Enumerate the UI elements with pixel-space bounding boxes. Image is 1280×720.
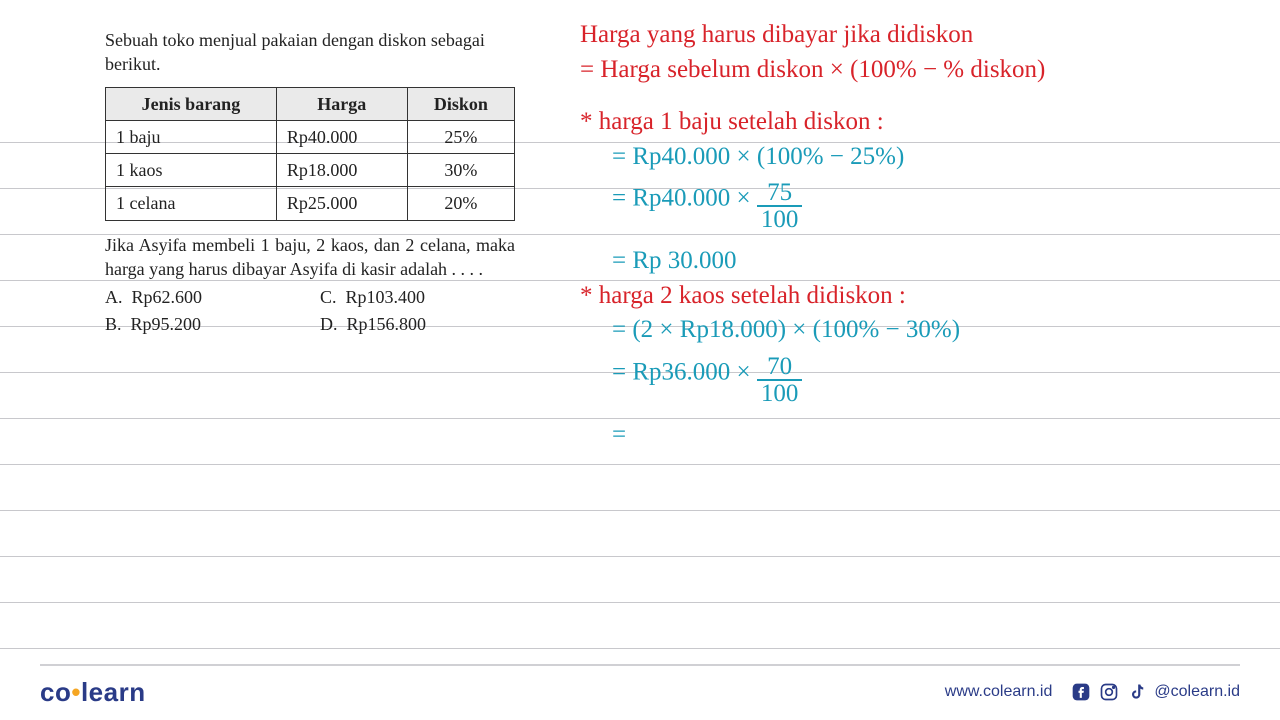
table-cell: 25% xyxy=(407,120,514,153)
footer-url: www.colearn.id xyxy=(945,683,1053,701)
hw-text: * harga 1 baju setelah diskon : xyxy=(580,105,1260,140)
table-cell: Rp18.000 xyxy=(276,154,407,187)
tiktok-icon xyxy=(1126,681,1148,703)
table-row: 1 baju Rp40.000 25% xyxy=(106,120,515,153)
hw-text: = (2 × Rp18.000) × (100% − 30%) xyxy=(580,313,1260,348)
instagram-icon xyxy=(1098,681,1120,703)
social-group: @colearn.id xyxy=(1070,681,1240,703)
table-row: 1 celana Rp25.000 20% xyxy=(106,187,515,220)
fraction: 70100 xyxy=(757,354,803,406)
table-cell: 30% xyxy=(407,154,514,187)
logo-dot-icon: • xyxy=(71,677,81,707)
option-b: B. Rp95.200 xyxy=(105,312,300,336)
table-cell: Rp25.000 xyxy=(276,187,407,220)
problem-question: Jika Asyifa membeli 1 baju, 2 kaos, dan … xyxy=(105,233,515,282)
table-header: Diskon xyxy=(407,87,514,120)
colearn-logo: co•learn xyxy=(40,677,146,708)
table-cell: 1 celana xyxy=(106,187,277,220)
hw-text: Harga yang harus dibayar jika didiskon xyxy=(580,18,1260,53)
hw-text: = Harga sebelum diskon × (100% − % disko… xyxy=(580,53,1260,88)
hw-text: = Rp 30.000 xyxy=(580,244,1260,279)
hw-text: = Rp40.000 × 75100 xyxy=(580,174,1260,226)
handwritten-solution: Harga yang harus dibayar jika didiskon =… xyxy=(580,18,1260,452)
problem-intro: Sebuah toko menjual pakaian dengan disko… xyxy=(105,28,515,77)
price-table: Jenis barang Harga Diskon 1 baju Rp40.00… xyxy=(105,87,515,221)
fraction: 75100 xyxy=(757,180,803,232)
hw-text: = xyxy=(580,418,1260,453)
table-header: Harga xyxy=(276,87,407,120)
option-c: C. Rp103.400 xyxy=(320,285,515,309)
footer-divider xyxy=(40,664,1240,666)
hw-text: = Rp40.000 × (100% − 25%) xyxy=(580,140,1260,175)
answer-options: A. Rp62.600 C. Rp103.400 B. Rp95.200 D. … xyxy=(105,285,515,336)
table-cell: 1 kaos xyxy=(106,154,277,187)
facebook-icon xyxy=(1070,681,1092,703)
table-cell: 1 baju xyxy=(106,120,277,153)
table-header: Jenis barang xyxy=(106,87,277,120)
option-a: A. Rp62.600 xyxy=(105,285,300,309)
hw-text: * harga 2 kaos setelah didiskon : xyxy=(580,279,1260,314)
option-d: D. Rp156.800 xyxy=(320,312,515,336)
social-handle: @colearn.id xyxy=(1154,683,1240,701)
footer: co•learn www.colearn.id @colearn.id xyxy=(0,664,1280,720)
footer-right: www.colearn.id @colearn.id xyxy=(945,681,1240,703)
table-cell: Rp40.000 xyxy=(276,120,407,153)
table-row: 1 kaos Rp18.000 30% xyxy=(106,154,515,187)
table-cell: 20% xyxy=(407,187,514,220)
hw-text: = Rp36.000 × 70100 xyxy=(580,348,1260,400)
problem-block: Sebuah toko menjual pakaian dengan disko… xyxy=(105,28,515,336)
